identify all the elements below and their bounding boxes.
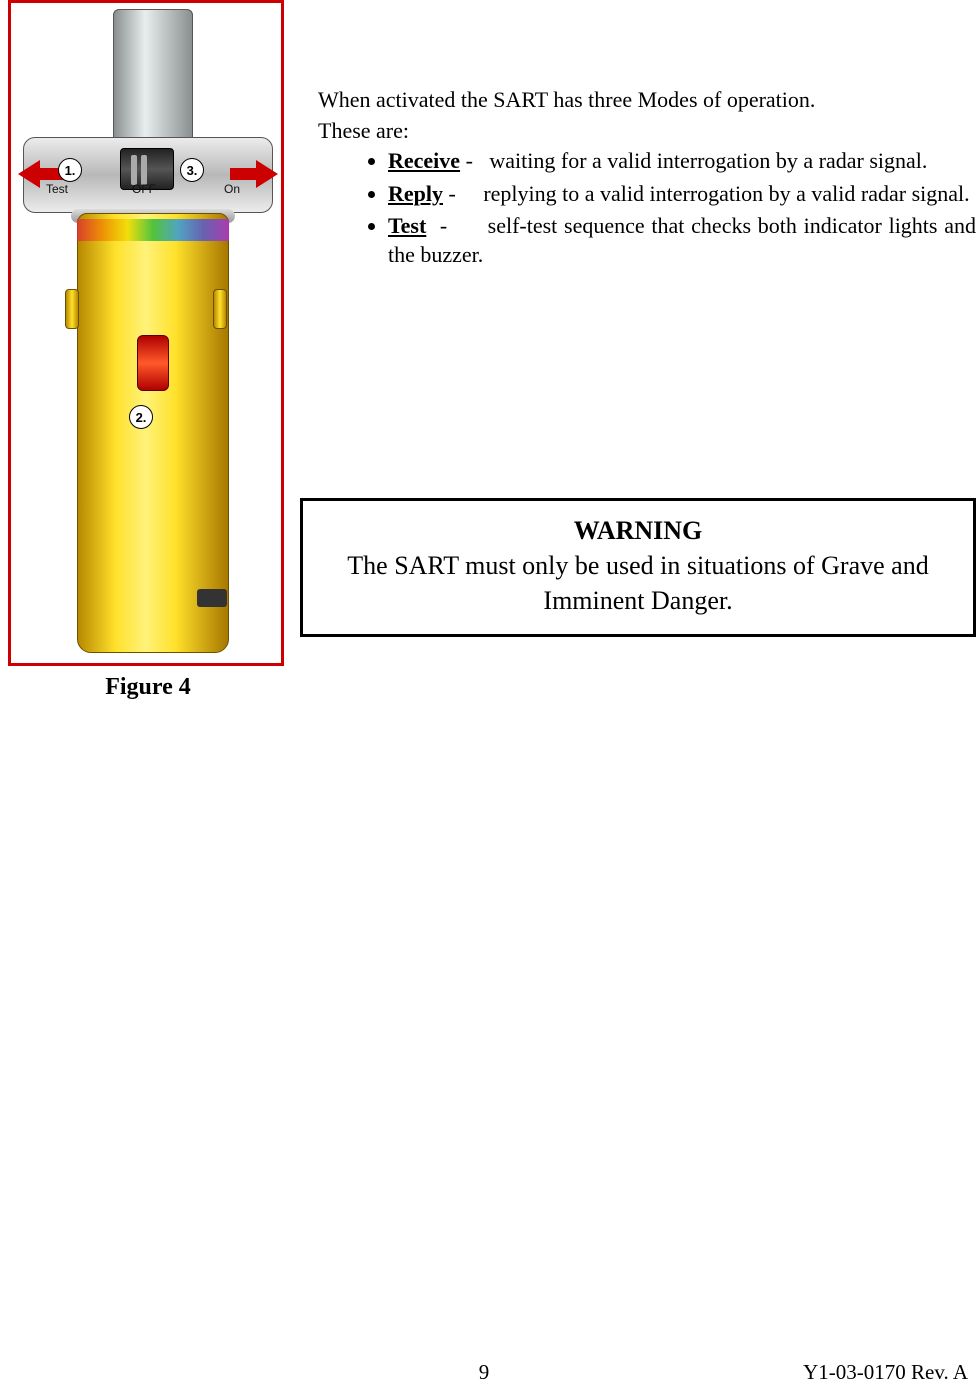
mode-term: Test — [388, 213, 426, 238]
mode-term: Reply — [388, 181, 443, 206]
warning-title: WARNING — [317, 513, 959, 548]
mode-term: Receive — [388, 148, 460, 173]
mode-desc: waiting for a valid interrogation by a r… — [489, 148, 927, 173]
switch-label-on: On — [224, 182, 240, 196]
doc-id: Y1-03-0170 Rev. A — [803, 1360, 968, 1385]
mode-sep: - — [443, 181, 483, 206]
mode-item-receive: Receive - waiting for a valid interrogat… — [388, 147, 976, 176]
device-lug-left — [65, 289, 79, 329]
figure-frame: 1. 3. Test OFF On 2. — [8, 0, 284, 666]
callout-2: 2. — [129, 405, 153, 429]
text-column: When activated the SART has three Modes … — [318, 86, 976, 274]
device-indicator — [137, 335, 169, 391]
device-bottom-button — [197, 589, 227, 607]
switch-label-off: OFF — [132, 182, 156, 196]
page: 1. 3. Test OFF On 2. — [0, 0, 976, 1376]
device-illustration: 1. 3. Test OFF On 2. — [17, 9, 275, 657]
mode-sep: - — [426, 213, 487, 238]
mode-item-test: Test - self-test sequence that checks bo… — [388, 212, 976, 269]
warning-body: The SART must only be used in situations… — [317, 548, 959, 618]
page-number: 9 — [479, 1360, 490, 1385]
device-reflective-band — [77, 219, 229, 241]
device-upper-tube — [113, 9, 193, 139]
device-lug-right — [213, 289, 227, 329]
figure-caption: Figure 4 — [8, 674, 288, 701]
intro-line-1: When activated the SART has three Modes … — [318, 86, 976, 115]
mode-desc: replying to a valid interrogation by a v… — [483, 181, 969, 206]
mode-item-reply: Reply - replying to a valid interrogatio… — [388, 180, 976, 209]
mode-sep: - — [460, 148, 489, 173]
modes-list: Receive - waiting for a valid interrogat… — [388, 147, 976, 269]
figure-block: 1. 3. Test OFF On 2. — [8, 0, 288, 701]
arrow-right-stem — [230, 168, 258, 180]
arrow-left-icon — [18, 160, 40, 188]
callout-3: 3. — [180, 158, 204, 182]
warning-box: WARNING The SART must only be used in si… — [300, 498, 976, 637]
callout-1: 1. — [58, 158, 82, 182]
intro-line-2: These are: — [318, 117, 976, 146]
device-switch-collar: 1. 3. Test OFF On — [23, 137, 273, 213]
device-body — [77, 213, 229, 653]
switch-label-test: Test — [46, 182, 68, 196]
arrow-right-icon — [256, 160, 278, 188]
